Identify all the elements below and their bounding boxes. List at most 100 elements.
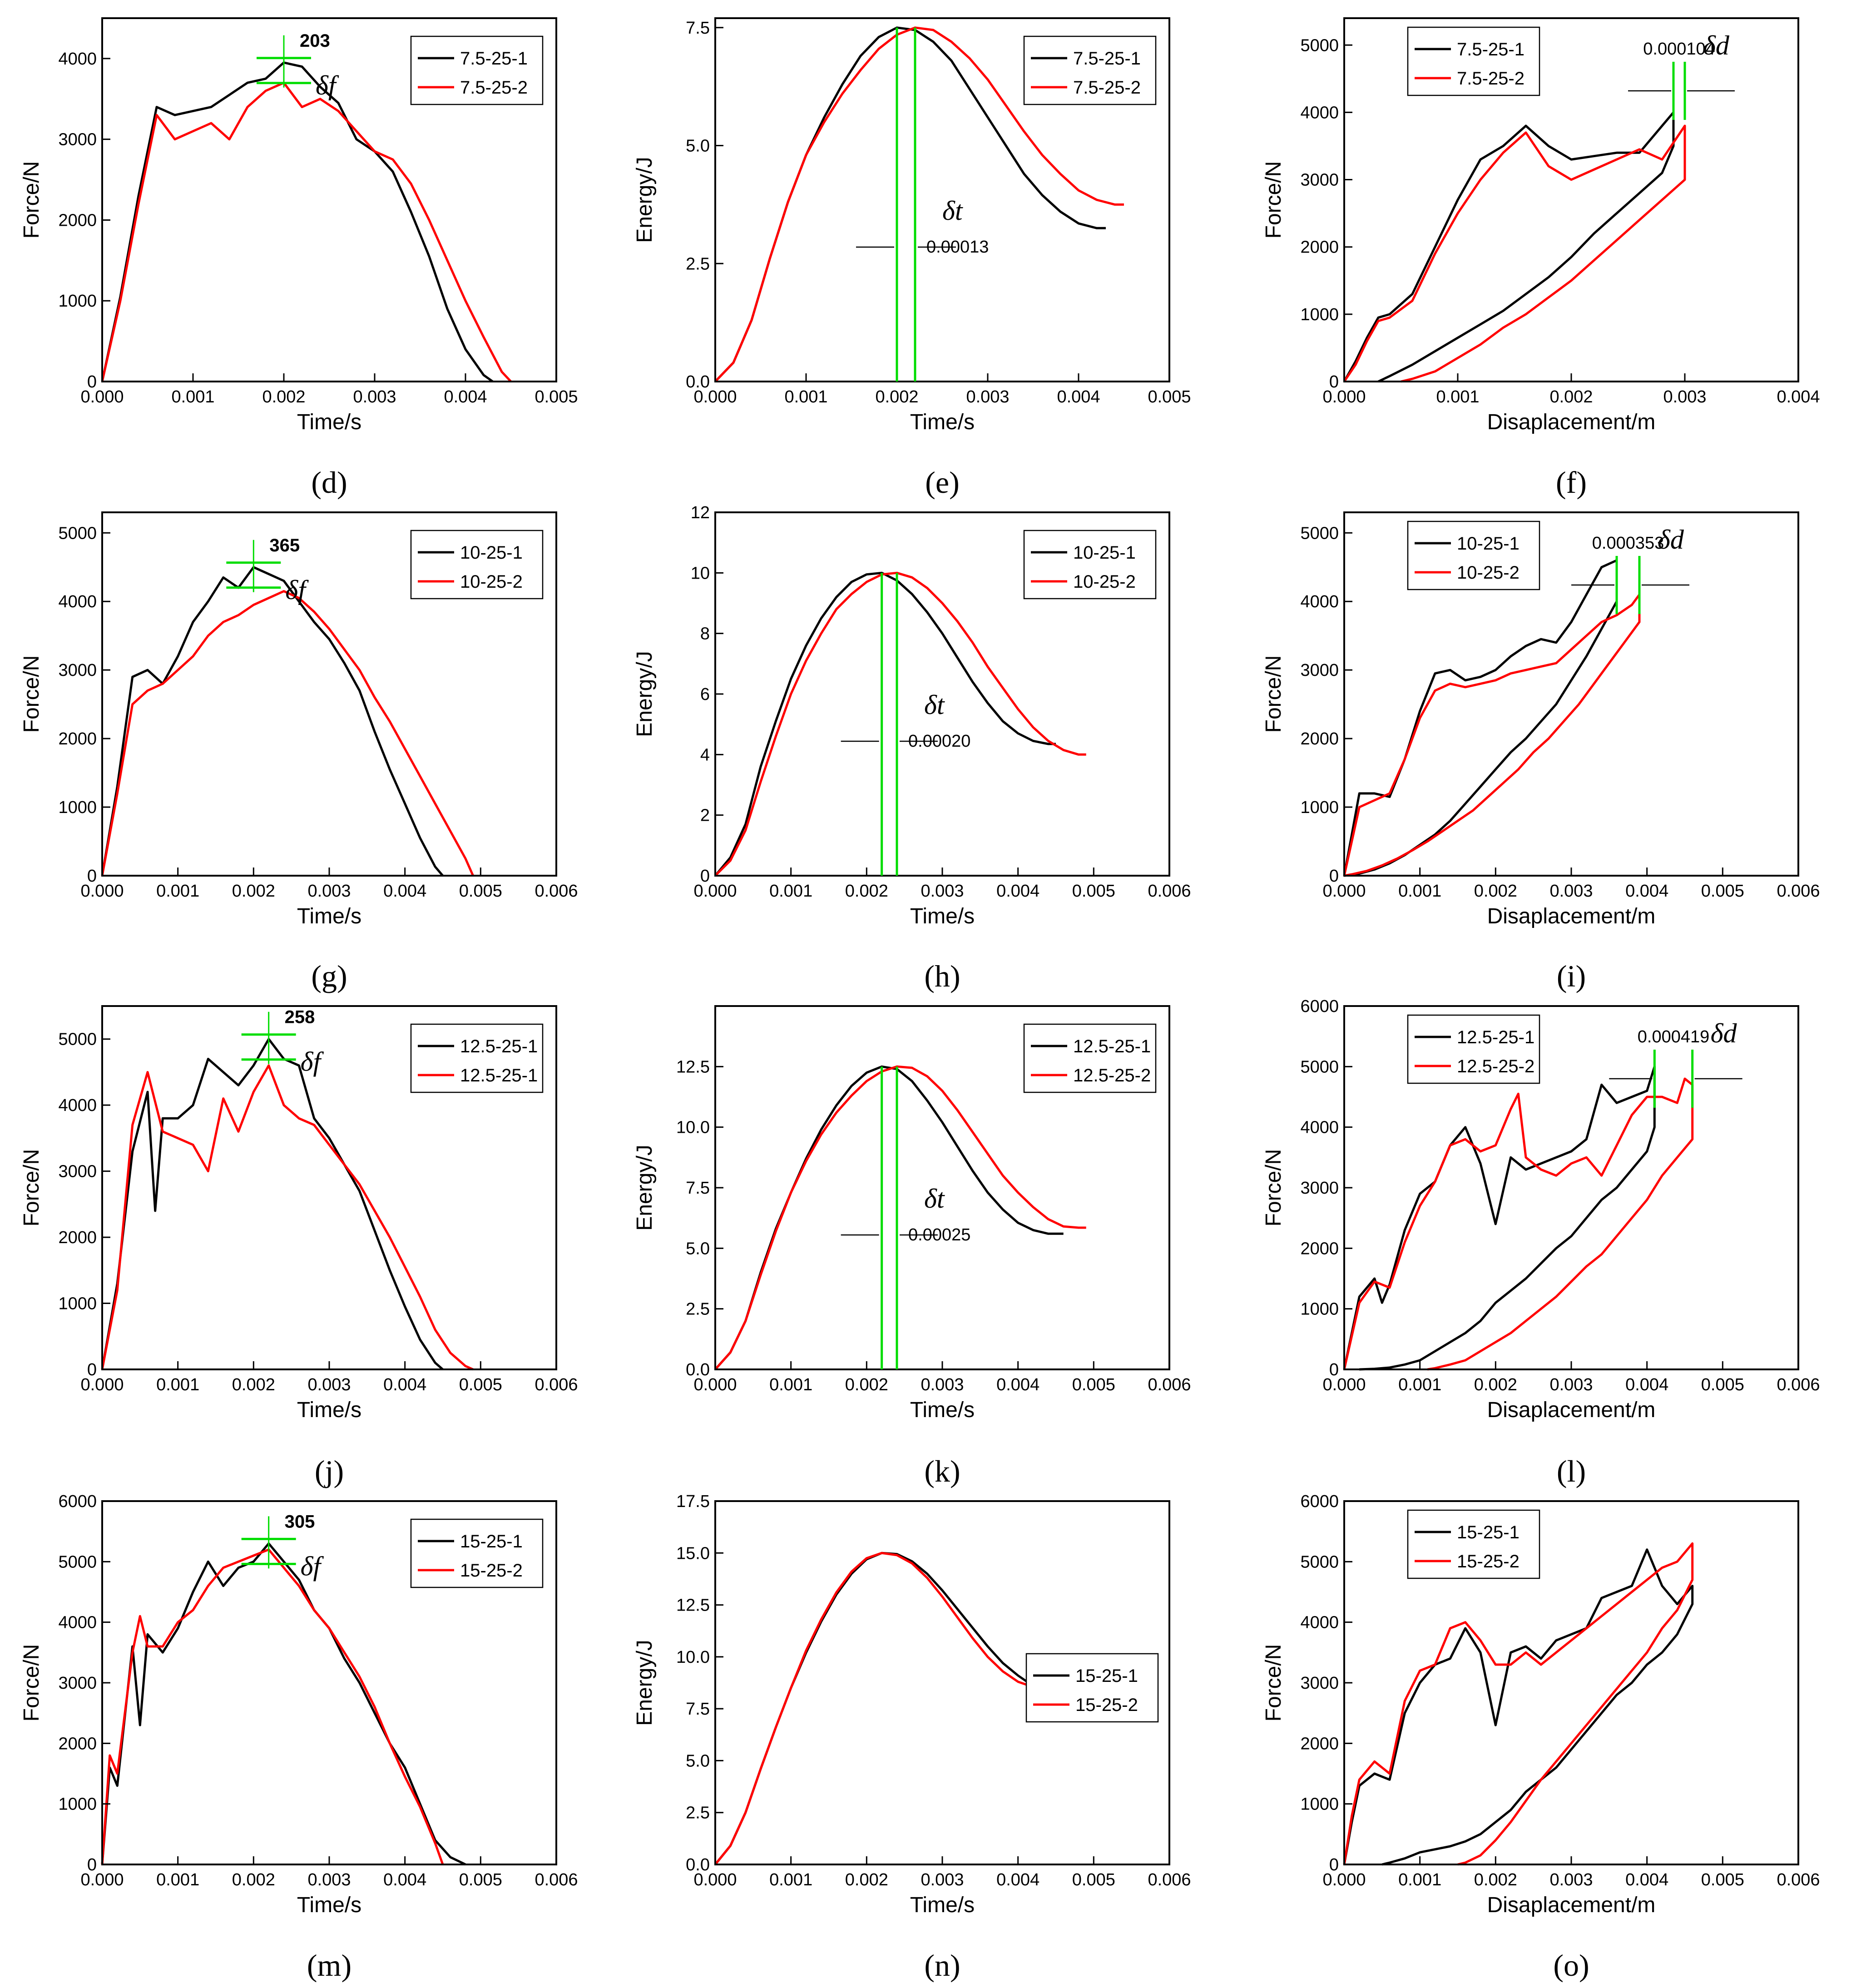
delta-value: 0.00020 bbox=[908, 732, 970, 751]
legend: 15-25-1 15-25-2 bbox=[1407, 1509, 1540, 1579]
series-line-2 bbox=[1343, 1542, 1694, 1866]
y-tick-label: 2.5 bbox=[686, 254, 710, 273]
x-tick-label: 0.000 bbox=[693, 1375, 737, 1394]
x-tick-label: 0.000 bbox=[80, 1375, 124, 1394]
y-axis-label: Energy/J bbox=[633, 1145, 657, 1230]
x-tick-label: 0.004 bbox=[1625, 1375, 1668, 1394]
legend: 15-25-1 15-25-2 bbox=[410, 1518, 544, 1588]
series-line-2 bbox=[714, 571, 1086, 877]
y-tick-label: 5000 bbox=[58, 524, 97, 543]
delta-annotation: 0.000419 δd bbox=[1609, 1018, 1742, 1108]
series-line-1 bbox=[1343, 1065, 1656, 1371]
delta-symbol: δd bbox=[1703, 30, 1730, 60]
legend: 12.5-25-1 12.5-25-2 bbox=[1023, 1023, 1157, 1093]
y-tick-label: 2000 bbox=[1300, 238, 1339, 257]
y-tick-label: 1000 bbox=[58, 1294, 97, 1314]
y-axis-label: Force/N bbox=[20, 161, 44, 239]
legend-box bbox=[1407, 26, 1540, 96]
chart-panel-m: 0.000 0.001 0.002 0.003 0.004 0.005 0.006 0 1000… bbox=[20, 1492, 578, 1983]
series-line-1 bbox=[1343, 111, 1675, 383]
x-tick-label: 0.002 bbox=[1549, 387, 1593, 407]
x-tick-label: 0.001 bbox=[171, 387, 214, 407]
x-tick-label: 0.002 bbox=[1474, 882, 1517, 901]
series-line-2 bbox=[101, 1548, 444, 1865]
delta-value: 258 bbox=[285, 1007, 315, 1027]
x-tick-label: 0.003 bbox=[1663, 387, 1706, 407]
y-tick-label: 5.0 bbox=[686, 1239, 710, 1258]
delta-symbol: δd bbox=[1711, 1018, 1737, 1048]
chart-panel-o: 0.000 0.001 0.002 0.003 0.004 0.005 0.006 0 1000… bbox=[1262, 1492, 1820, 1983]
legend-box bbox=[1025, 1653, 1159, 1723]
series-line-2 bbox=[101, 1064, 474, 1371]
series-line-1 bbox=[101, 1542, 466, 1866]
y-tick-label: 4000 bbox=[1300, 1613, 1339, 1632]
x-axis-label: Time/s bbox=[297, 1893, 361, 1917]
panel-label: (g) bbox=[311, 959, 347, 993]
y-tick-label: 3000 bbox=[58, 130, 97, 149]
x-axis-label: Disaplacement/m bbox=[1487, 904, 1656, 928]
y-axis-label: Force/N bbox=[1262, 161, 1286, 239]
x-tick-label: 0.005 bbox=[535, 387, 578, 407]
legend-box bbox=[1023, 35, 1157, 105]
legend-label: 7.5-25-1 bbox=[460, 49, 528, 69]
y-tick-label: 6000 bbox=[58, 1492, 97, 1511]
y-tick-label: 5000 bbox=[58, 1030, 97, 1049]
x-tick-label: 0.001 bbox=[1436, 387, 1479, 407]
x-tick-label: 0.005 bbox=[1072, 1870, 1115, 1889]
y-tick-label: 2000 bbox=[58, 729, 97, 749]
y-tick-label: 4000 bbox=[58, 592, 97, 611]
x-tick-label: 0.003 bbox=[307, 882, 351, 901]
chart-panel-k: 0.000 0.001 0.002 0.003 0.004 0.005 0.006 0.0 2.… bbox=[633, 1005, 1191, 1488]
legend-label: 10-25-1 bbox=[1457, 534, 1520, 554]
x-tick-label: 0.002 bbox=[875, 387, 918, 407]
x-tick-label: 0.002 bbox=[232, 1870, 275, 1889]
delta-symbol: δf bbox=[316, 70, 339, 100]
delta-symbol: δt bbox=[924, 1184, 945, 1214]
y-tick-label: 4000 bbox=[58, 1613, 97, 1632]
legend-box bbox=[1407, 521, 1540, 590]
y-tick-label: 10.0 bbox=[676, 1118, 710, 1137]
y-tick-label: 1000 bbox=[1300, 1795, 1339, 1814]
panel-label: (m) bbox=[307, 1948, 351, 1983]
y-tick-label: 5.0 bbox=[686, 1751, 710, 1770]
legend-label: 10-25-2 bbox=[1073, 572, 1136, 592]
legend-box bbox=[410, 530, 544, 600]
y-tick-label: 3000 bbox=[58, 661, 97, 680]
y-tick-label: 0 bbox=[87, 1855, 97, 1874]
y-tick-label: 2000 bbox=[1300, 1734, 1339, 1753]
x-axis-label: Time/s bbox=[910, 410, 975, 434]
legend: 7.5-25-1 7.5-25-2 bbox=[1407, 26, 1540, 96]
x-tick-label: 0.000 bbox=[1322, 1375, 1366, 1394]
x-tick-label: 0.003 bbox=[307, 1870, 351, 1889]
y-tick-label: 12.5 bbox=[676, 1057, 710, 1076]
legend: 10-25-1 10-25-2 bbox=[410, 530, 544, 600]
y-tick-label: 4000 bbox=[1300, 103, 1339, 122]
legend-label: 10-25-1 bbox=[460, 543, 523, 563]
y-tick-label: 3000 bbox=[58, 1674, 97, 1693]
y-tick-label: 2.5 bbox=[686, 1804, 710, 1823]
y-tick-label: 3000 bbox=[58, 1162, 97, 1181]
y-tick-label: 2000 bbox=[58, 1734, 97, 1753]
series-line-2 bbox=[101, 590, 474, 877]
delta-value: 365 bbox=[269, 535, 300, 555]
x-tick-label: 0.002 bbox=[232, 882, 275, 901]
delta-value: 203 bbox=[300, 31, 330, 51]
x-axis-label: Time/s bbox=[910, 904, 975, 928]
delta-symbol: δf bbox=[301, 1551, 324, 1581]
legend-box bbox=[1407, 1014, 1540, 1084]
y-tick-label: 0 bbox=[87, 1360, 97, 1379]
x-tick-label: 0.005 bbox=[1072, 882, 1115, 901]
x-tick-label: 0.003 bbox=[921, 1870, 964, 1889]
series-line-1 bbox=[1343, 559, 1618, 877]
delta-annotation: 365 δf bbox=[226, 535, 309, 605]
x-axis-label: Disaplacement/m bbox=[1487, 1893, 1656, 1917]
panel-label: (i) bbox=[1557, 959, 1586, 993]
chart-panel-l: 0.000 0.001 0.002 0.003 0.004 0.005 0.006 0 1000… bbox=[1262, 997, 1820, 1488]
series-line-1 bbox=[714, 1552, 1079, 1865]
x-tick-label: 0.004 bbox=[444, 387, 487, 407]
legend-label: 10-25-2 bbox=[1457, 563, 1520, 583]
x-tick-label: 0.000 bbox=[1322, 387, 1366, 407]
legend-box bbox=[410, 1518, 544, 1588]
